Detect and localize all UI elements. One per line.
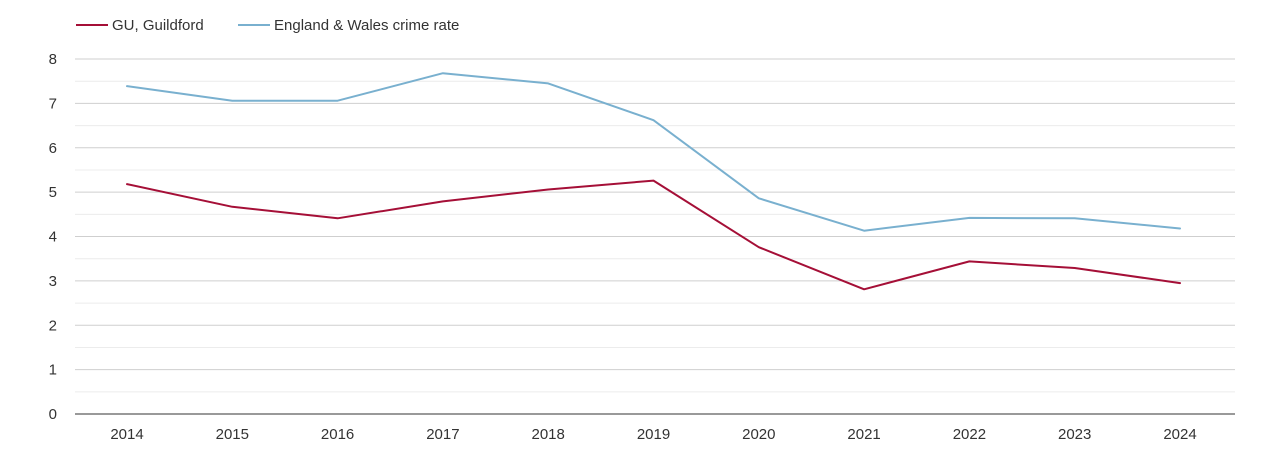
x-tick-label: 2023 (1058, 426, 1091, 443)
legend-item-series-1[interactable]: GU, Guildford (76, 17, 204, 34)
axes: 0 1 2 3 4 5 6 7 8 2014 2015 2016 2017 2018 2019 2020 202… (49, 51, 1235, 443)
data-point-series-1[interactable] (1072, 266, 1077, 271)
data-point-series-1[interactable] (230, 204, 235, 209)
legend-label-series-1: GU, Guildford (112, 17, 204, 34)
legend-label-series-2: England & Wales crime rate (274, 17, 459, 34)
x-tick-label: 2020 (742, 426, 775, 443)
x-tick-label: 2016 (321, 426, 354, 443)
data-point-series-2[interactable] (862, 228, 867, 233)
data-point-series-2[interactable] (1178, 226, 1183, 231)
data-point-series-2[interactable] (335, 98, 340, 103)
y-tick-label: 5 (49, 184, 57, 201)
data-point-series-2[interactable] (967, 215, 972, 220)
x-tick-label: 2015 (216, 426, 249, 443)
data-point-series-1[interactable] (967, 259, 972, 264)
y-tick-label: 6 (49, 140, 57, 157)
series-lines (125, 71, 1183, 292)
data-point-series-1[interactable] (440, 199, 445, 204)
data-point-series-1[interactable] (1178, 281, 1183, 286)
gridlines (75, 58, 1235, 393)
x-tick-label: 2014 (110, 426, 143, 443)
series-line-2[interactable] (126, 72, 1181, 232)
legend-item-series-2[interactable]: England & Wales crime rate (238, 17, 459, 34)
data-point-series-1[interactable] (862, 287, 867, 292)
data-point-series-2[interactable] (440, 71, 445, 76)
x-tick-label: 2018 (532, 426, 565, 443)
x-tick-label: 2017 (426, 426, 459, 443)
x-tick-label: 2022 (953, 426, 986, 443)
data-point-series-2[interactable] (125, 84, 130, 89)
y-tick-label: 3 (49, 273, 57, 290)
data-point-series-2[interactable] (651, 118, 656, 123)
data-point-series-1[interactable] (756, 245, 761, 250)
y-tick-label: 0 (49, 406, 57, 423)
y-tick-label: 7 (49, 95, 57, 112)
data-point-series-1[interactable] (335, 216, 340, 221)
data-point-series-1[interactable] (125, 182, 130, 187)
x-tick-label: 2021 (847, 426, 880, 443)
x-tick-label: 2019 (637, 426, 670, 443)
x-tick-label: 2024 (1163, 426, 1196, 443)
data-point-series-2[interactable] (546, 81, 551, 86)
y-tick-label: 2 (49, 317, 57, 334)
y-tick-label: 1 (49, 362, 57, 379)
data-point-series-2[interactable] (230, 98, 235, 103)
legend: GU, Guildford England & Wales crime rate (76, 17, 459, 34)
y-tick-label: 8 (49, 51, 57, 68)
data-point-series-1[interactable] (546, 187, 551, 192)
y-tick-label: 4 (49, 229, 57, 246)
data-point-series-2[interactable] (1072, 216, 1077, 221)
data-point-series-2[interactable] (756, 196, 761, 201)
data-point-series-1[interactable] (651, 178, 656, 183)
series-line-1[interactable] (126, 179, 1181, 291)
